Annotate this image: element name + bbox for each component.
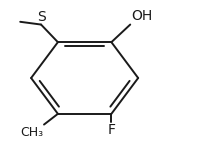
Text: CH₃: CH₃ [20,126,43,139]
Text: F: F [107,123,115,137]
Text: S: S [36,10,45,24]
Text: OH: OH [131,9,152,23]
